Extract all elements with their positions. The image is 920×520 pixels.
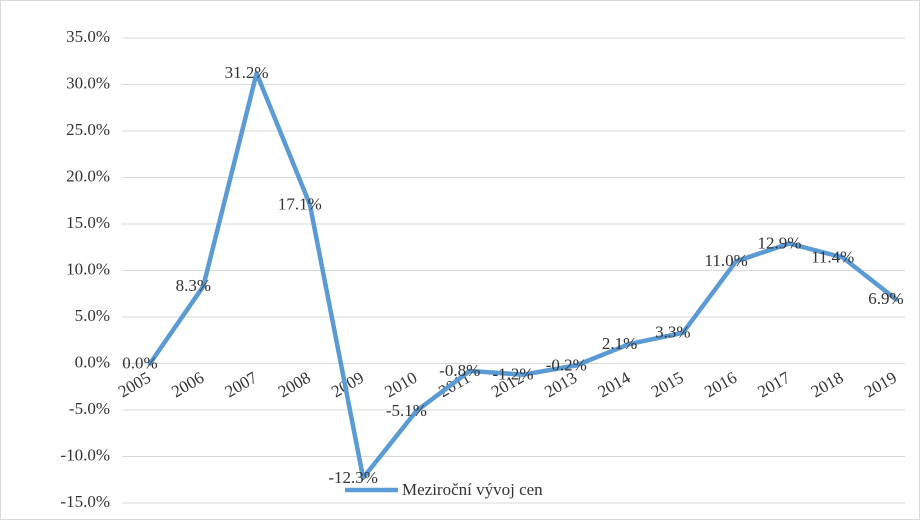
data-label: 2.1% bbox=[602, 334, 637, 353]
data-line bbox=[147, 71, 899, 481]
y-tick-label: -5.0% bbox=[69, 399, 110, 418]
data-label: -1.2% bbox=[492, 365, 533, 384]
data-label: 0.0% bbox=[122, 353, 157, 372]
legend-label: Meziroční vývoj cen bbox=[402, 480, 543, 499]
y-tick-label: -15.0% bbox=[60, 492, 110, 511]
y-tick-label: 0.0% bbox=[75, 352, 110, 371]
y-tick-label: -10.0% bbox=[60, 445, 110, 464]
y-tick-label: 15.0% bbox=[66, 213, 110, 232]
y-tick-label: 10.0% bbox=[66, 259, 110, 278]
y-tick-label: 20.0% bbox=[66, 166, 110, 185]
y-tick-label: 30.0% bbox=[66, 73, 110, 92]
data-label: 11.0% bbox=[705, 251, 748, 270]
data-label: -12.3% bbox=[328, 468, 378, 487]
data-label: 11.4% bbox=[811, 247, 854, 266]
y-tick-label: 35.0% bbox=[66, 27, 110, 46]
data-label: 17.1% bbox=[278, 194, 322, 213]
y-tick-label: 5.0% bbox=[75, 306, 110, 325]
data-label: 12.9% bbox=[757, 233, 801, 252]
data-label: -0.2% bbox=[546, 355, 587, 374]
data-label: -5.1% bbox=[386, 401, 427, 420]
data-label: 8.3% bbox=[176, 276, 211, 295]
data-label: -0.8% bbox=[439, 361, 480, 380]
data-label: 31.2% bbox=[225, 63, 269, 82]
data-label: 6.9% bbox=[868, 289, 903, 308]
y-tick-label: 25.0% bbox=[66, 120, 110, 139]
data-label: 3.3% bbox=[655, 323, 690, 342]
